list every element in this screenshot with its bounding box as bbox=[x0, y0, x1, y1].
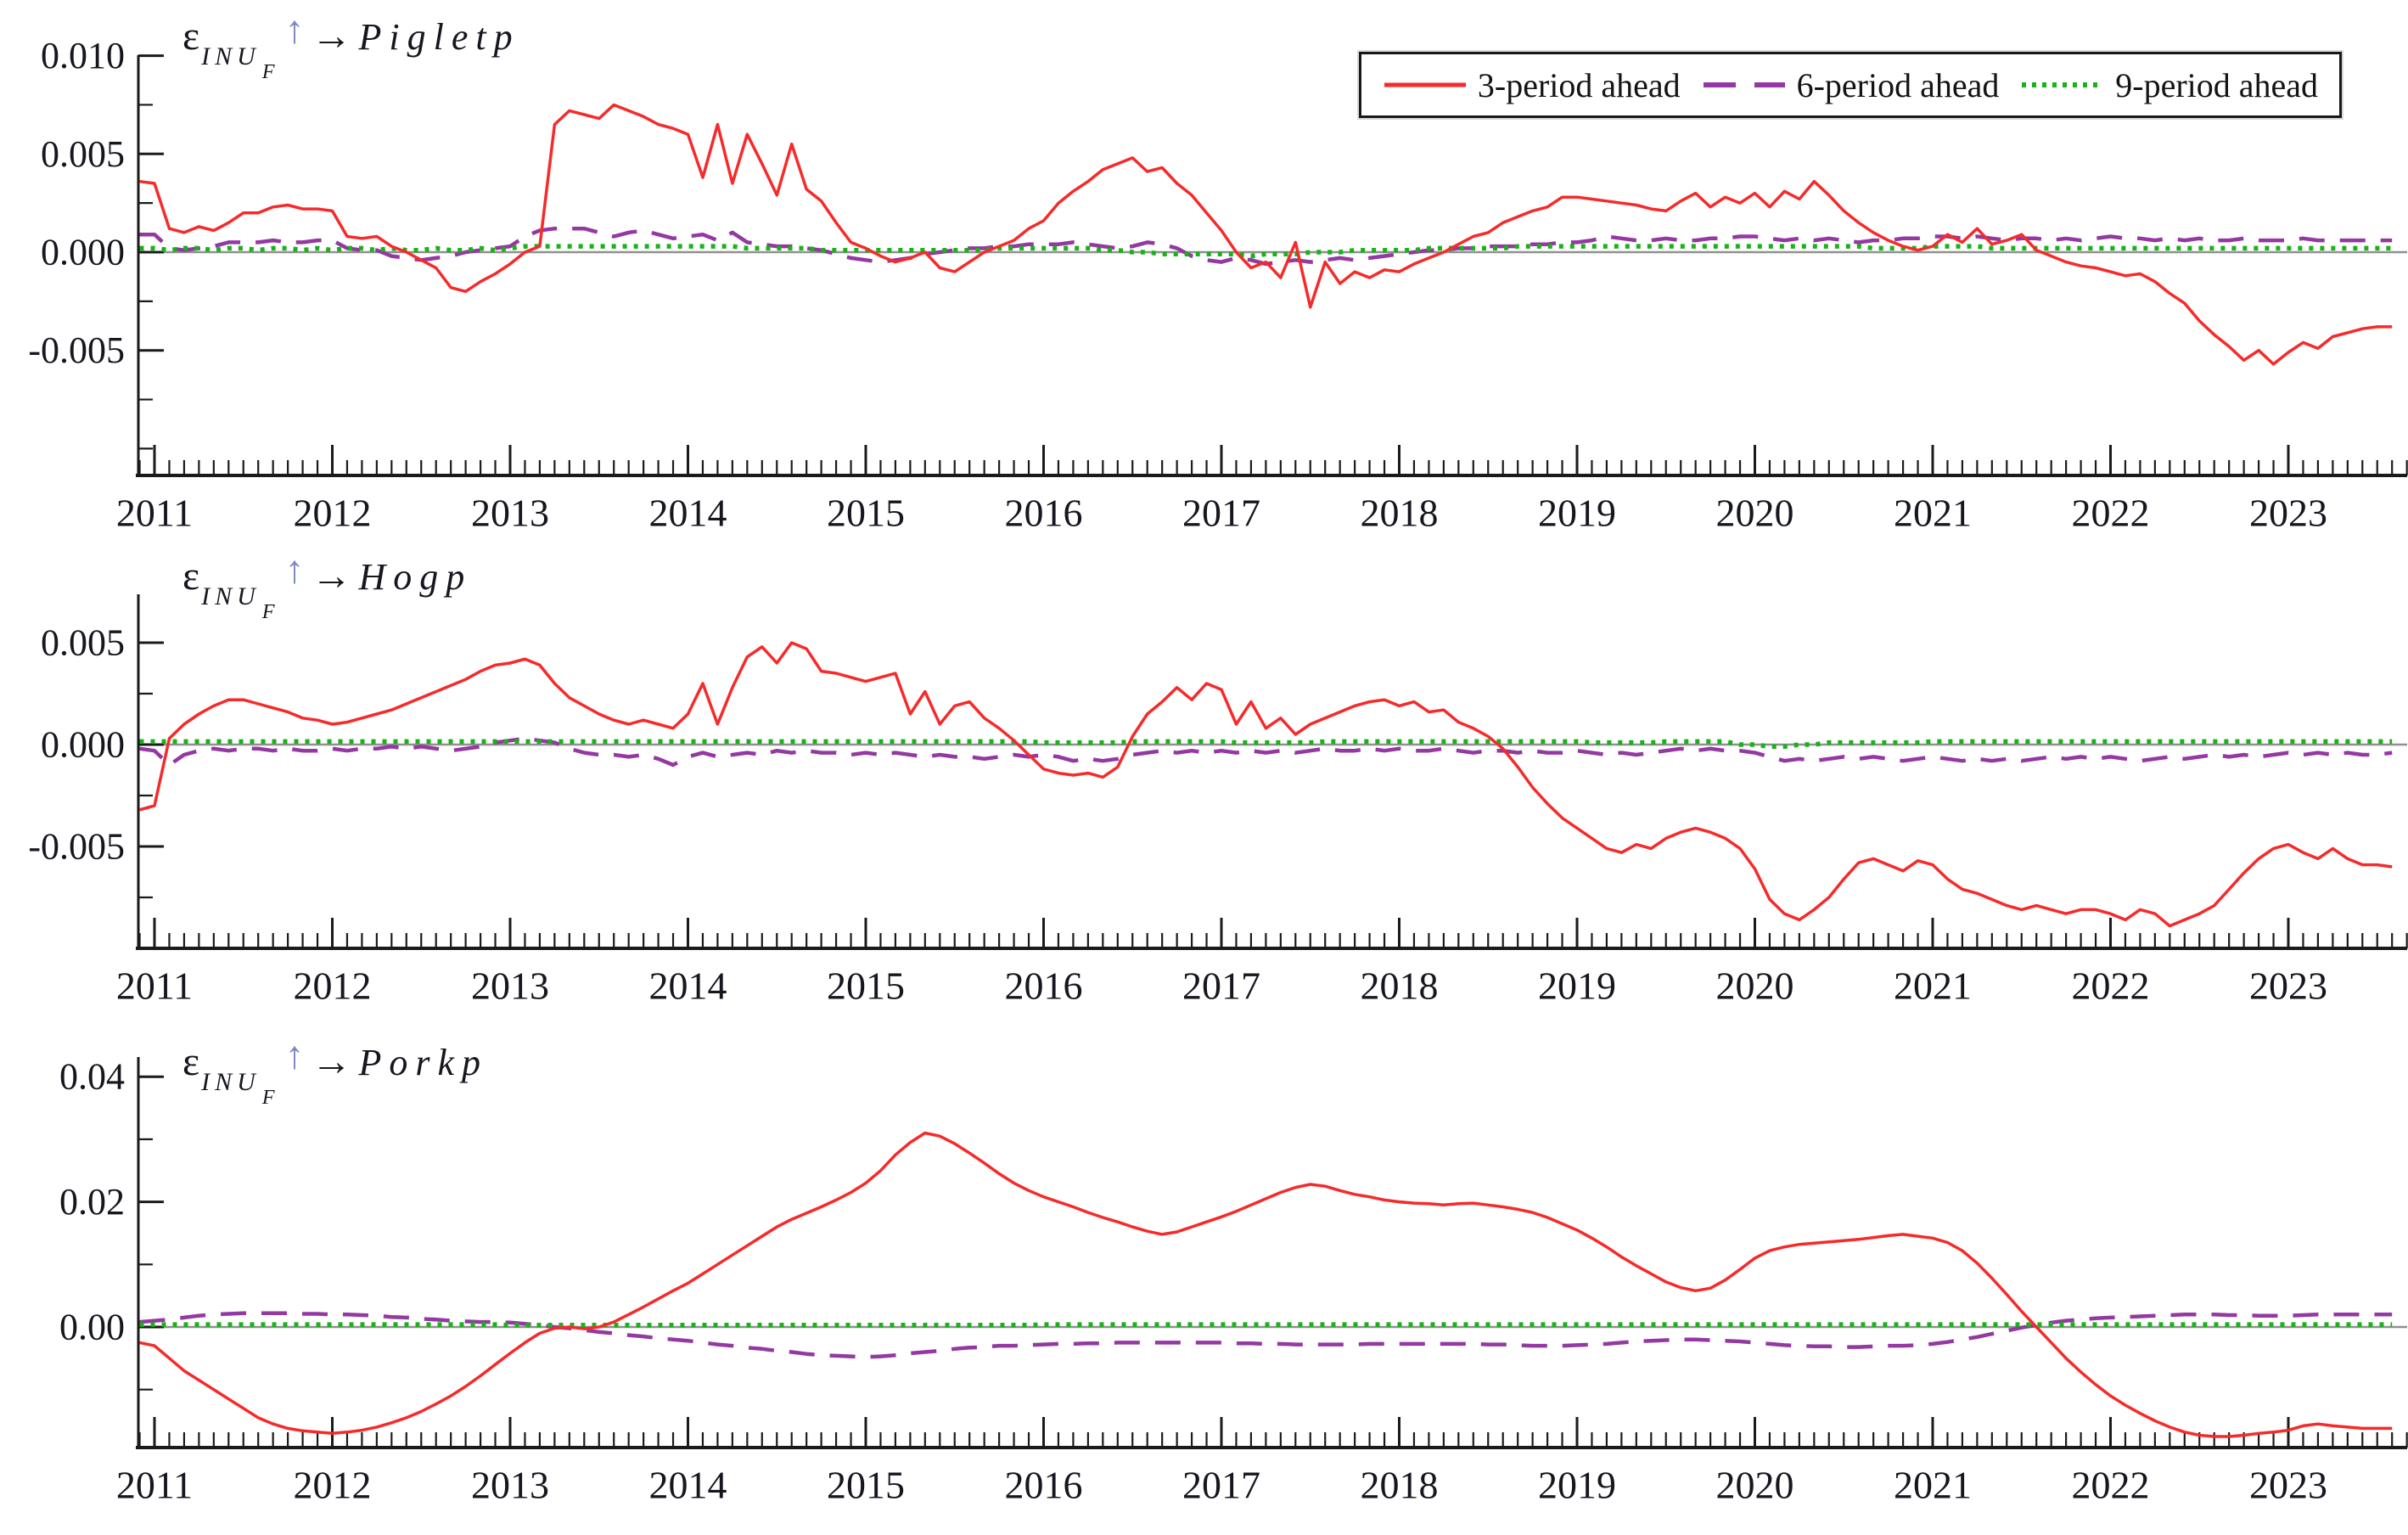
x-year-label: 2019 bbox=[1538, 492, 1616, 535]
up-arrow-icon: ↑ bbox=[284, 548, 305, 591]
x-year-label: 2016 bbox=[1005, 492, 1083, 535]
panel-title-hogp: εINUF ↑ → Hogp bbox=[182, 548, 473, 623]
right-arrow-icon: → bbox=[311, 1039, 352, 1084]
x-year-label: 2018 bbox=[1361, 964, 1439, 1008]
series-line-3-period-ahead bbox=[139, 1131, 2393, 1438]
x-year-label: 2011 bbox=[116, 492, 193, 535]
panel-hogp: 0.005 0.000 -0.005 2011 2012 2013 2014 2015 2016… bbox=[28, 594, 2408, 1008]
x-year-label: 2017 bbox=[1182, 1464, 1260, 1507]
x-year-label: 2012 bbox=[294, 492, 372, 535]
x-year-label: 2022 bbox=[2072, 1464, 2150, 1507]
y-tick-label: 0.04 bbox=[59, 1056, 125, 1098]
legend-item-9-period: 9-period ahead bbox=[2020, 65, 2318, 105]
epsilon-symbol: ε bbox=[182, 554, 200, 599]
x-year-label: 2011 bbox=[116, 1464, 193, 1507]
y-tick-label: 0.000 bbox=[41, 724, 125, 766]
legend-label: 9-period ahead bbox=[2115, 65, 2319, 104]
series-line-9-period-ahead bbox=[139, 244, 2393, 259]
right-arrow-icon: → bbox=[311, 14, 352, 59]
legend-line-dotted-green bbox=[2022, 82, 2104, 87]
legend-line-solid-red bbox=[1384, 82, 1466, 87]
x-year-label: 2013 bbox=[471, 964, 549, 1008]
epsilon-symbol: ε bbox=[182, 1039, 200, 1084]
title-subsubscript: F bbox=[261, 61, 275, 83]
y-tick-label: 0.02 bbox=[59, 1181, 125, 1223]
x-year-label: 2022 bbox=[2072, 492, 2150, 535]
series-line-6-period-ahead bbox=[139, 1311, 2393, 1359]
x-year-label: 2014 bbox=[649, 492, 727, 535]
y-tick-label: 0.000 bbox=[41, 232, 125, 273]
x-year-label: 2021 bbox=[1894, 492, 1972, 535]
x-year-label: 2014 bbox=[649, 964, 727, 1008]
panel-title-pigletp: εINUF ↑ → Pigletp bbox=[182, 8, 520, 83]
panel-title-porkp: εINUF ↑ → Porkp bbox=[182, 1033, 489, 1109]
title-subscript: INU bbox=[201, 582, 261, 610]
x-year-label: 2020 bbox=[1716, 492, 1794, 535]
legend-label: 3-period ahead bbox=[1477, 65, 1681, 104]
y-tick-label: 0.005 bbox=[41, 622, 125, 664]
x-year-label: 2020 bbox=[1716, 964, 1794, 1008]
x-year-label: 2019 bbox=[1538, 964, 1616, 1008]
legend-item-6-period: 6-period ahead bbox=[1702, 65, 2000, 105]
y-tick-label: -0.005 bbox=[28, 826, 125, 868]
x-year-label: 2020 bbox=[1716, 1464, 1794, 1507]
legend-box: 3-period ahead 6-period ahead 9-period a… bbox=[1359, 52, 2342, 118]
right-arrow-icon: → bbox=[311, 554, 352, 599]
series-line-9-period-ahead bbox=[139, 1322, 2393, 1328]
y-tick-label: 0.010 bbox=[41, 35, 125, 76]
x-year-label: 2023 bbox=[2249, 1464, 2327, 1507]
x-year-label: 2012 bbox=[294, 1464, 372, 1507]
x-year-label: 2022 bbox=[2072, 964, 2150, 1008]
epsilon-symbol: ε bbox=[182, 14, 200, 59]
x-year-label: 2013 bbox=[471, 492, 549, 535]
x-year-label: 2013 bbox=[471, 1464, 549, 1507]
y-tick-label: 0.005 bbox=[41, 133, 125, 175]
x-year-label: 2015 bbox=[827, 492, 905, 535]
x-year-label: 2023 bbox=[2249, 964, 2327, 1008]
x-year-label: 2021 bbox=[1894, 964, 1972, 1008]
x-year-label: 2021 bbox=[1894, 1464, 1972, 1507]
x-year-label: 2019 bbox=[1538, 1464, 1616, 1507]
legend-item-3-period: 3-period ahead bbox=[1383, 65, 1681, 105]
x-year-label: 2016 bbox=[1005, 964, 1083, 1008]
title-target-variable: Porkp bbox=[358, 1042, 489, 1083]
series-line-3-period-ahead bbox=[139, 103, 2393, 366]
x-year-label: 2015 bbox=[827, 964, 905, 1008]
x-year-label: 2017 bbox=[1182, 492, 1260, 535]
title-subscript: INU bbox=[201, 42, 261, 70]
legend-label: 6-period ahead bbox=[1796, 65, 2000, 104]
up-arrow-icon: ↑ bbox=[284, 8, 305, 51]
y-tick-label: -0.005 bbox=[28, 329, 125, 371]
title-target-variable: Hogp bbox=[358, 556, 473, 598]
series-line-9-period-ahead bbox=[139, 739, 2393, 750]
panel-porkp: 0.04 0.02 0.00 2011 2012 2013 2014 2015 2016 2017… bbox=[59, 1056, 2408, 1507]
x-year-label: 2017 bbox=[1182, 964, 1260, 1008]
series-line-3-period-ahead bbox=[139, 641, 2393, 928]
up-arrow-icon: ↑ bbox=[284, 1033, 305, 1077]
x-year-label: 2012 bbox=[294, 964, 372, 1008]
title-target-variable: Pigletp bbox=[358, 16, 520, 58]
title-subsubscript: F bbox=[261, 1087, 275, 1109]
legend-line-dashed-purple bbox=[1703, 82, 1785, 87]
title-subsubscript: F bbox=[261, 601, 275, 623]
x-year-label: 2015 bbox=[827, 1464, 905, 1507]
panel-pigletp: 0.010 0.005 0.000 -0.005 2011 2012 2013 2014 201… bbox=[28, 35, 2408, 535]
x-year-label: 2016 bbox=[1005, 1464, 1083, 1507]
title-subscript: INU bbox=[201, 1068, 261, 1096]
x-year-label: 2014 bbox=[649, 1464, 727, 1507]
x-year-label: 2018 bbox=[1361, 1464, 1439, 1507]
y-tick-label: 0.00 bbox=[59, 1307, 125, 1348]
x-year-label: 2023 bbox=[2249, 492, 2327, 535]
x-year-label: 2011 bbox=[116, 964, 193, 1008]
x-year-label: 2018 bbox=[1361, 492, 1439, 535]
